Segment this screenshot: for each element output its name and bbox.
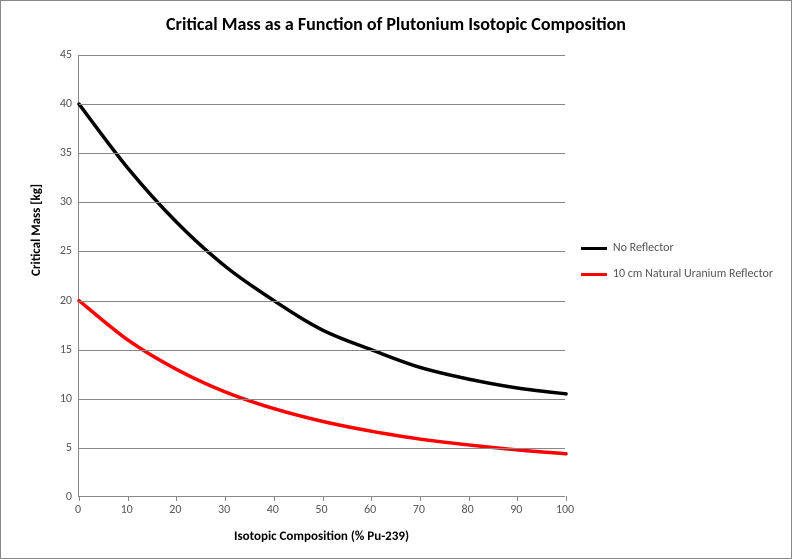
y-tick-label: 10 [42, 392, 72, 406]
gridline [79, 153, 565, 154]
x-tick-label: 60 [364, 503, 376, 517]
x-tick-mark [176, 496, 177, 501]
legend: No Reflector 10 cm Natural Uranium Reflec… [581, 241, 773, 293]
x-tick-mark [274, 496, 275, 501]
x-tick-mark [469, 496, 470, 501]
gridline [79, 104, 565, 105]
x-tick-mark [128, 496, 129, 501]
gridline [79, 202, 565, 203]
plot-area [78, 55, 565, 497]
gridline [79, 301, 565, 302]
legend-item: 10 cm Natural Uranium Reflector [581, 267, 773, 281]
x-tick-mark [225, 496, 226, 501]
legend-label: 10 cm Natural Uranium Reflector [613, 267, 773, 281]
x-tick-label: 20 [169, 503, 181, 517]
chart-title: Critical Mass as a Function of Plutonium… [1, 13, 791, 35]
x-tick-label: 10 [121, 503, 133, 517]
y-tick-label: 30 [42, 195, 72, 209]
y-tick-label: 20 [42, 294, 72, 308]
legend-item: No Reflector [581, 241, 773, 255]
y-tick-label: 25 [42, 244, 72, 258]
x-tick-label: 100 [556, 503, 574, 517]
gridline [79, 399, 565, 400]
chart-lines [79, 55, 566, 497]
y-tick-label: 40 [42, 97, 72, 111]
x-tick-mark [371, 496, 372, 501]
x-tick-mark [79, 496, 80, 501]
legend-swatch [581, 273, 607, 276]
x-tick-label: 40 [267, 503, 279, 517]
x-tick-label: 30 [218, 503, 230, 517]
y-tick-label: 45 [42, 48, 72, 62]
x-tick-mark [323, 496, 324, 501]
y-tick-label: 0 [42, 490, 72, 504]
x-tick-label: 50 [315, 503, 327, 517]
y-tick-label: 5 [42, 441, 72, 455]
x-tick-label: 0 [75, 503, 81, 517]
series-line [79, 301, 566, 454]
x-tick-mark [517, 496, 518, 501]
gridline [79, 448, 565, 449]
x-axis-title: Isotopic Composition (% Pu-239) [78, 529, 565, 544]
gridline [79, 350, 565, 351]
chart-container: Critical Mass as a Function of Plutonium… [0, 0, 792, 559]
gridline [79, 251, 565, 252]
y-tick-label: 35 [42, 146, 72, 160]
x-tick-mark [566, 496, 567, 501]
x-tick-label: 80 [462, 503, 474, 517]
gridline [79, 55, 565, 56]
x-tick-mark [420, 496, 421, 501]
x-tick-label: 90 [510, 503, 522, 517]
legend-swatch [581, 247, 607, 250]
x-tick-label: 70 [413, 503, 425, 517]
legend-label: No Reflector [613, 241, 674, 255]
y-tick-label: 15 [42, 343, 72, 357]
